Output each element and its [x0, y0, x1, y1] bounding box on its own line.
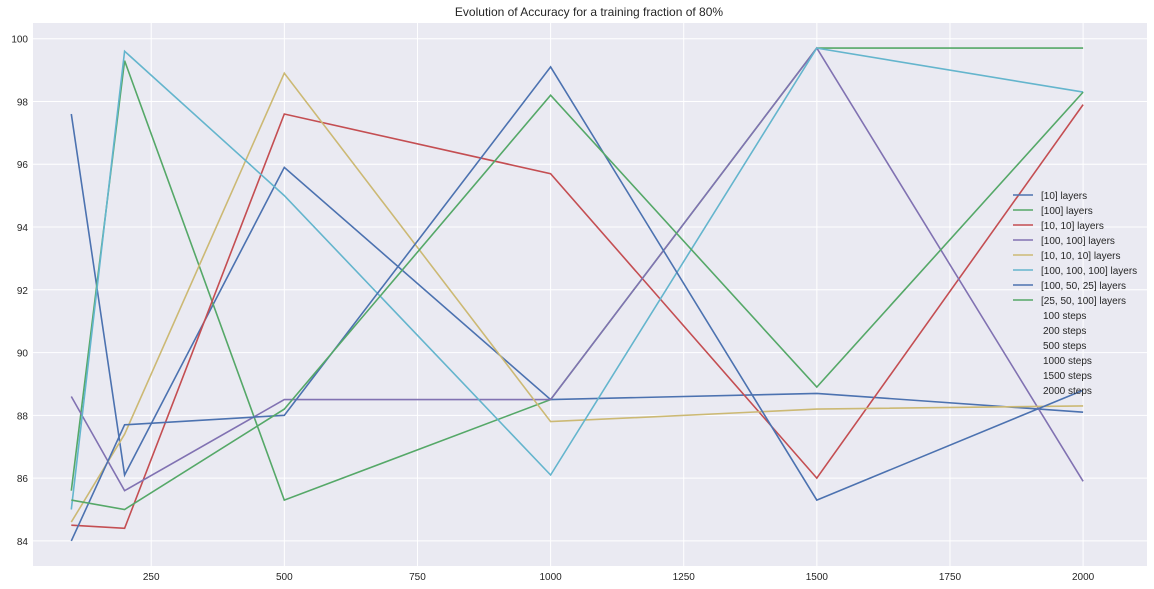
chart-title: Evolution of Accuracy for a training fra…	[455, 5, 723, 19]
legend-entry: [25, 50, 100] layers	[1041, 296, 1126, 307]
legend-entry: [100] layers	[1041, 206, 1093, 217]
legend-entry-steps: 500 steps	[1043, 341, 1086, 352]
legend-entry: [10, 10, 10] layers	[1041, 251, 1121, 262]
x-tick-label: 1000	[539, 572, 562, 583]
y-tick-label: 84	[17, 537, 29, 548]
x-tick-label: 750	[409, 572, 426, 583]
x-axis-ticks: 250 500 750 1000 1250 1500 1750 2000	[143, 572, 1095, 583]
series-line-2	[71, 104, 1084, 530]
legend-entry-steps: 1000 steps	[1043, 356, 1092, 367]
x-tick-label: 1250	[673, 572, 696, 583]
x-tick-label: 2000	[1072, 572, 1095, 583]
legend-entry: [10, 10] layers	[1041, 221, 1104, 232]
x-tick-label: 250	[143, 572, 160, 583]
legend-entry-steps: 1500 steps	[1043, 371, 1092, 382]
x-tick-label: 1750	[939, 572, 962, 583]
y-tick-label: 90	[17, 349, 29, 360]
y-tick-label: 88	[17, 411, 29, 422]
legend-entry-steps: 100 steps	[1043, 311, 1086, 322]
y-tick-label: 94	[17, 223, 29, 234]
series-line-4	[70, 71, 1084, 523]
y-tick-label: 96	[17, 160, 29, 171]
series-lines	[70, 46, 1084, 542]
legend-entry-steps: 2000 steps	[1043, 386, 1092, 397]
y-tick-label: 98	[17, 97, 29, 108]
y-tick-label: 92	[17, 286, 29, 297]
series-line-5	[70, 47, 1084, 510]
plot-area	[33, 23, 1147, 566]
series-line-7	[71, 91, 1084, 511]
y-tick-label: 100	[11, 35, 28, 46]
legend-entry: [100, 100, 100] layers	[1041, 266, 1137, 277]
y-tick-label: 86	[17, 474, 29, 485]
y-axis-ticks: 84 86 88 90 92 94 96 98 100	[11, 35, 28, 548]
legend-entry-steps: 200 steps	[1043, 326, 1086, 337]
x-tick-label: 1500	[806, 572, 829, 583]
series-line-3	[70, 46, 1084, 492]
legend-entry: [100, 50, 25] layers	[1041, 281, 1126, 292]
legend: [10] layers [100] layers [10, 10] layers [1…	[1013, 191, 1137, 397]
legend-entry: [100, 100] layers	[1041, 236, 1115, 247]
series-line-0	[70, 113, 1084, 478]
legend-entry: [10] layers	[1041, 191, 1087, 202]
x-tick-label: 500	[276, 572, 293, 583]
series-line-6	[70, 65, 1084, 542]
